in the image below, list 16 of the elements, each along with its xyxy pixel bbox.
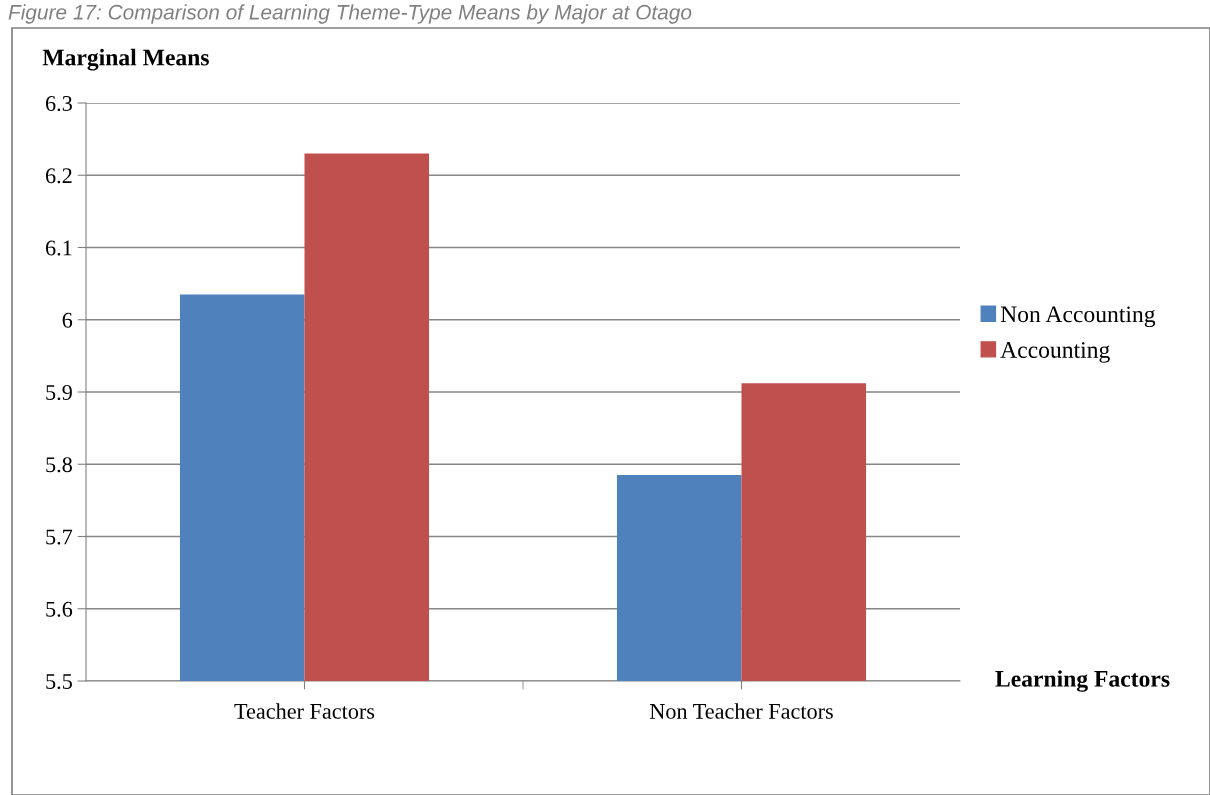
- y-tick-label: 6.3: [45, 95, 72, 112]
- y-axis-title: Marginal Means: [42, 48, 209, 71]
- chart-title: Figure 17: Comparison of Learning Theme-Type Means by Major at Otago: [8, 4, 692, 24]
- y-tick-label: 5.8: [46, 457, 72, 473]
- y-tick-label: 5.6: [46, 601, 73, 617]
- legend-label: Non Accounting: [1000, 306, 1156, 328]
- y-tick-label: 5.7: [46, 529, 73, 545]
- x-axis-title: Learning Factors: [995, 670, 1170, 692]
- x-tick-label: Non Teacher Factors: [649, 703, 833, 719]
- y-tick-label: 5.5: [46, 674, 72, 690]
- legend-label: Accounting: [1000, 342, 1110, 363]
- y-tick-label: 5.9: [46, 384, 72, 401]
- y-tick-label: 6.2: [45, 168, 72, 184]
- y-tick-label: 6: [62, 312, 73, 328]
- x-tick-label: Teacher Factors: [234, 703, 375, 719]
- y-tick-label: 6.1: [45, 240, 72, 256]
